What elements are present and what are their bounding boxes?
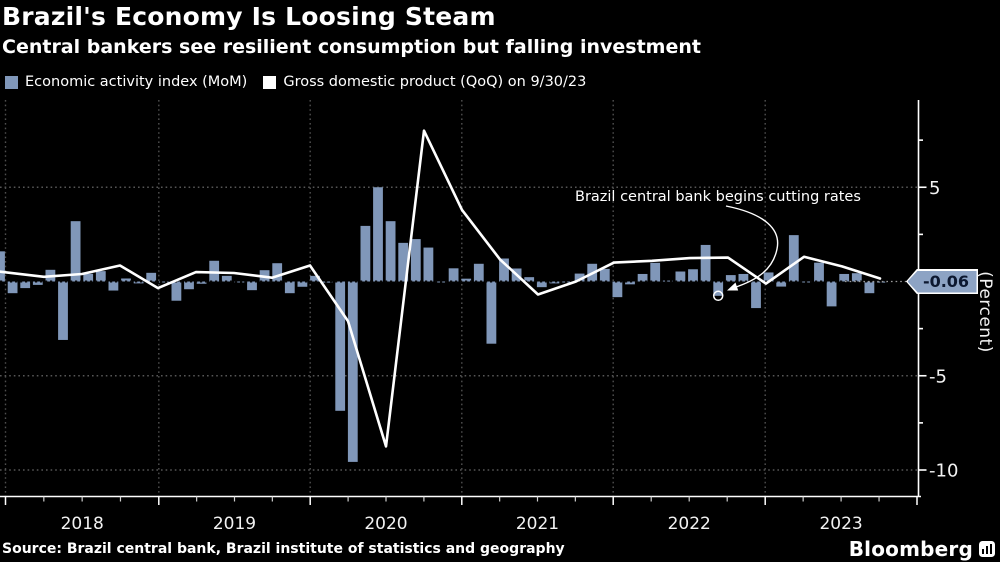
activity-bar bbox=[625, 281, 635, 285]
activity-bar bbox=[549, 281, 560, 284]
y-tick-label: 5 bbox=[929, 178, 940, 199]
source-text: Source: Brazil central bank, Brazil inst… bbox=[2, 541, 565, 557]
activity-bar bbox=[133, 281, 144, 284]
last-value-tag-label: -0.06 bbox=[907, 270, 977, 293]
x-year-label: 2023 bbox=[819, 514, 862, 534]
activity-bar bbox=[738, 273, 749, 282]
activity-bar bbox=[662, 280, 673, 282]
activity-bar bbox=[499, 258, 509, 282]
activity-bar bbox=[146, 272, 157, 282]
activity-bar bbox=[32, 281, 43, 285]
activity-bar bbox=[347, 281, 358, 462]
last-value-tag: -0.06 bbox=[906, 269, 978, 294]
activity-bar bbox=[58, 281, 68, 340]
x-year-label: 2018 bbox=[61, 514, 104, 534]
activity-bar bbox=[524, 277, 535, 282]
activity-bar bbox=[448, 268, 459, 282]
bloomberg-wordmark: Bloomberg bbox=[848, 537, 973, 561]
activity-bar bbox=[410, 239, 421, 282]
activity-bar bbox=[184, 281, 194, 290]
activity-bar bbox=[814, 262, 824, 282]
activity-bar bbox=[247, 281, 257, 291]
annotation-arrowhead-icon bbox=[727, 282, 739, 291]
bar-series-swatch-icon bbox=[5, 75, 18, 89]
activity-bar bbox=[486, 281, 497, 344]
activity-bar bbox=[95, 271, 106, 282]
x-year-label: 2021 bbox=[516, 514, 559, 534]
gdp-line bbox=[0, 129, 882, 448]
activity-bar bbox=[221, 275, 232, 282]
activity-bar bbox=[284, 281, 295, 294]
legend: Economic activity index (MoM) Gross dome… bbox=[5, 74, 602, 90]
page-title: Brazil's Economy Is Loosing Steam bbox=[2, 2, 496, 31]
activity-bar bbox=[335, 281, 346, 411]
activity-bar bbox=[776, 281, 787, 287]
activity-bar bbox=[650, 262, 661, 282]
activity-bar bbox=[851, 273, 862, 282]
activity-bar bbox=[599, 268, 610, 282]
y-axis-unit-label: (Percent) bbox=[975, 271, 995, 353]
activity-bar bbox=[675, 271, 686, 282]
chart-subtitle: Central bankers see resilient consumptio… bbox=[2, 36, 701, 58]
activity-bar bbox=[725, 275, 736, 282]
annotation-circle bbox=[712, 290, 724, 302]
activity-bar bbox=[536, 281, 547, 288]
activity-bar bbox=[763, 272, 774, 282]
brand: Bloomberg bbox=[849, 537, 995, 561]
activity-bar bbox=[574, 273, 585, 282]
activity-bar bbox=[70, 221, 81, 282]
bloomberg-logo-icon bbox=[979, 541, 995, 557]
activity-bar bbox=[788, 235, 799, 282]
activity-bar bbox=[121, 278, 131, 282]
y-tick-label: -5 bbox=[929, 366, 947, 387]
activity-bar bbox=[0, 251, 5, 282]
x-year-label: 2019 bbox=[213, 514, 256, 534]
x-year-label: 2020 bbox=[364, 514, 407, 534]
annotation-arrow bbox=[725, 205, 779, 289]
activity-bar bbox=[612, 281, 623, 298]
activity-bar bbox=[272, 263, 283, 282]
activity-bar bbox=[310, 275, 320, 282]
activity-bar bbox=[158, 281, 169, 283]
legend-item-activity-index: Economic activity index (MoM) bbox=[5, 74, 247, 90]
line-series-swatch-icon bbox=[263, 75, 277, 89]
activity-bar bbox=[7, 281, 18, 294]
annotation-text: Brazil central bank begins cutting rates bbox=[575, 189, 861, 205]
activity-bar bbox=[461, 278, 472, 282]
activity-bar bbox=[700, 244, 711, 282]
activity-bar bbox=[637, 273, 648, 282]
activity-bar bbox=[713, 281, 724, 296]
legend-item-gdp: Gross domestic product (QoQ) on 9/30/23 bbox=[263, 74, 586, 90]
activity-bar bbox=[234, 281, 245, 283]
legend-label: Gross domestic product (QoQ) on 9/30/23 bbox=[283, 74, 587, 90]
activity-bar bbox=[322, 281, 333, 283]
activity-bar bbox=[360, 225, 371, 282]
activity-bar bbox=[196, 281, 207, 284]
activity-bar bbox=[864, 281, 875, 294]
activity-bar bbox=[423, 247, 434, 282]
activity-bar bbox=[373, 187, 383, 282]
legend-label: Economic activity index (MoM) bbox=[25, 74, 248, 90]
activity-bar bbox=[171, 281, 182, 301]
activity-bar bbox=[385, 221, 396, 282]
activity-bar bbox=[209, 260, 220, 282]
activity-bar bbox=[826, 281, 837, 307]
activity-bar bbox=[839, 273, 850, 282]
y-tick-label: -10 bbox=[929, 461, 958, 482]
x-year-label: 2022 bbox=[668, 514, 711, 534]
activity-bar bbox=[751, 281, 761, 309]
activity-bar bbox=[398, 242, 409, 282]
activity-bar bbox=[297, 281, 308, 287]
activity-bar bbox=[83, 273, 94, 282]
activity-bar bbox=[688, 269, 698, 282]
activity-bar bbox=[20, 281, 31, 289]
activity-bar bbox=[108, 281, 119, 291]
activity-bar bbox=[473, 263, 484, 282]
